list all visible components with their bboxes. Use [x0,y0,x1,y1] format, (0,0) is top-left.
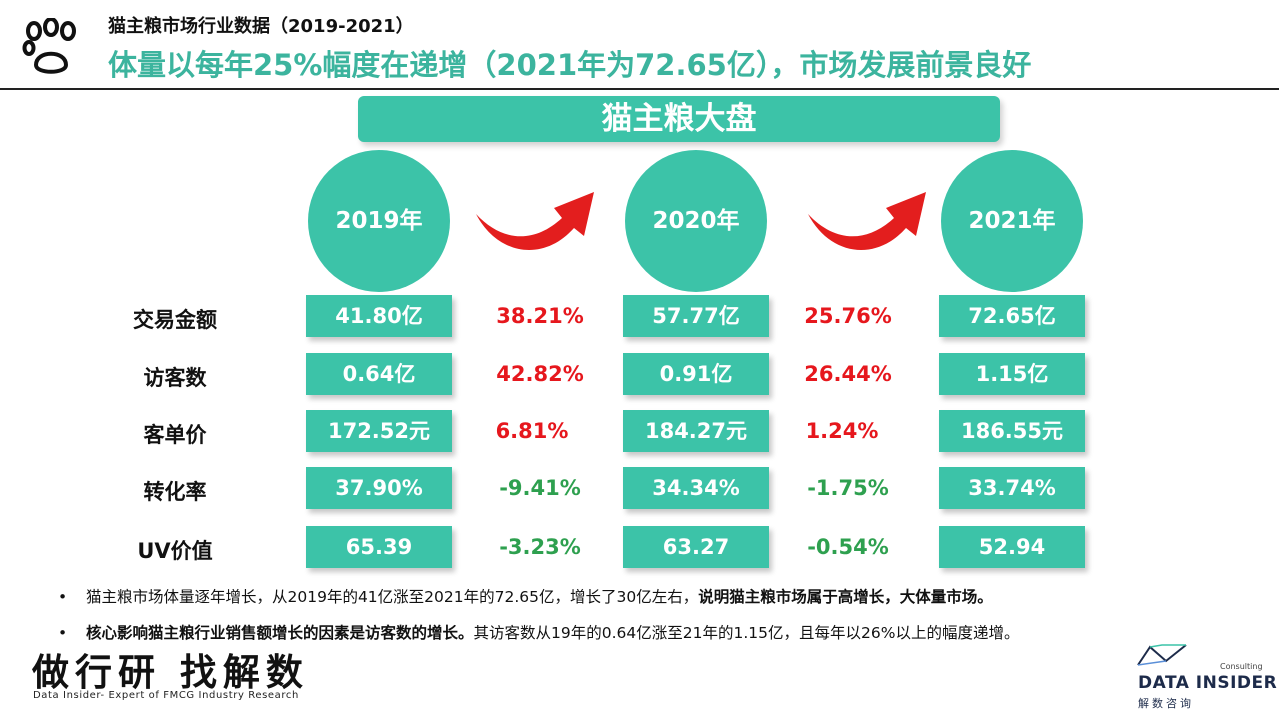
row-label-transaction-amount: 交易金额 [100,304,250,334]
slogan: 做行研 找解数 [32,642,309,696]
value-cell: 0.91亿 [623,353,769,395]
slogan-subtitle: Data Insider- Expert of FMCG Industry Re… [33,690,299,701]
bullet-icon: • [58,624,86,642]
row-label-conversion-rate: 转化率 [100,476,250,506]
data-insider-logo-icon [1136,641,1190,667]
value-cell: 63.27 [623,526,769,568]
logo-chinese-name: 解数咨询 [1138,695,1194,711]
change-cell: 6.81% [462,419,602,443]
change-cell: -1.75% [778,476,918,500]
value-cell: 33.74% [939,467,1085,509]
value-cell: 52.94 [939,526,1085,568]
change-cell: 38.21% [470,304,610,328]
change-cell: -9.41% [470,476,610,500]
value-cell: 37.90% [306,467,452,509]
section-banner: 猫主粮大盘 [358,96,1000,142]
value-cell: 172.52元 [306,410,452,452]
logo-consulting-label: Consulting [1220,662,1263,671]
supertitle: 猫主粮市场行业数据（2019-2021） [108,12,414,38]
value-cell: 65.39 [306,526,452,568]
change-cell: -0.54% [778,535,918,559]
note-1: • 猫主粮市场体量逐年增长，从2019年的41亿涨至2021年的72.65亿，增长… [58,585,993,607]
change-cell: 25.76% [778,304,918,328]
value-cell: 57.77亿 [623,295,769,337]
note-2: • 核心影响猫主粮行业销售额增长的因素是访客数的增长。其访客数从19年的0.64亿… [58,621,1019,643]
value-cell: 1.15亿 [939,353,1085,395]
year-circle-2021: 2021年 [941,150,1083,292]
value-cell: 186.55元 [939,410,1085,452]
value-cell: 0.64亿 [306,353,452,395]
note-2-text: 其访客数从19年的0.64亿涨至21年的1.15亿，且每年以26%以上的幅度递增… [474,624,1020,642]
year-circle-2020: 2020年 [625,150,767,292]
value-cell: 34.34% [623,467,769,509]
row-label-avg-order-value: 客单价 [100,419,250,449]
note-1-text: 猫主粮市场体量逐年增长，从2019年的41亿涨至2021年的72.65亿，增长了… [86,588,698,606]
note-2-emphasis: 核心影响猫主粮行业销售额增长的因素是访客数的增长。 [86,624,474,642]
growth-arrow-icon [474,184,598,260]
value-cell: 41.80亿 [306,295,452,337]
value-cell: 184.27元 [623,410,769,452]
bullet-icon: • [58,588,86,606]
change-cell: 42.82% [470,362,610,386]
year-circle-2019: 2019年 [308,150,450,292]
logo-name: DATA INSIDER [1138,673,1277,693]
row-label-uv-value: UV价值 [100,535,250,565]
note-1-emphasis: 说明猫主粮市场属于高增长，大体量市场。 [698,588,993,606]
value-cell: 72.65亿 [939,295,1085,337]
change-cell: 1.24% [772,419,912,443]
header-divider [0,88,1279,90]
row-label-visitors: 访客数 [100,362,250,392]
growth-arrow-icon [806,184,930,260]
change-cell: -3.23% [470,535,610,559]
paw-print-icon [22,18,80,76]
change-cell: 26.44% [778,362,918,386]
page-title: 体量以每年25%幅度在递增（2021年为72.65亿），市场发展前景良好 [108,42,1031,84]
